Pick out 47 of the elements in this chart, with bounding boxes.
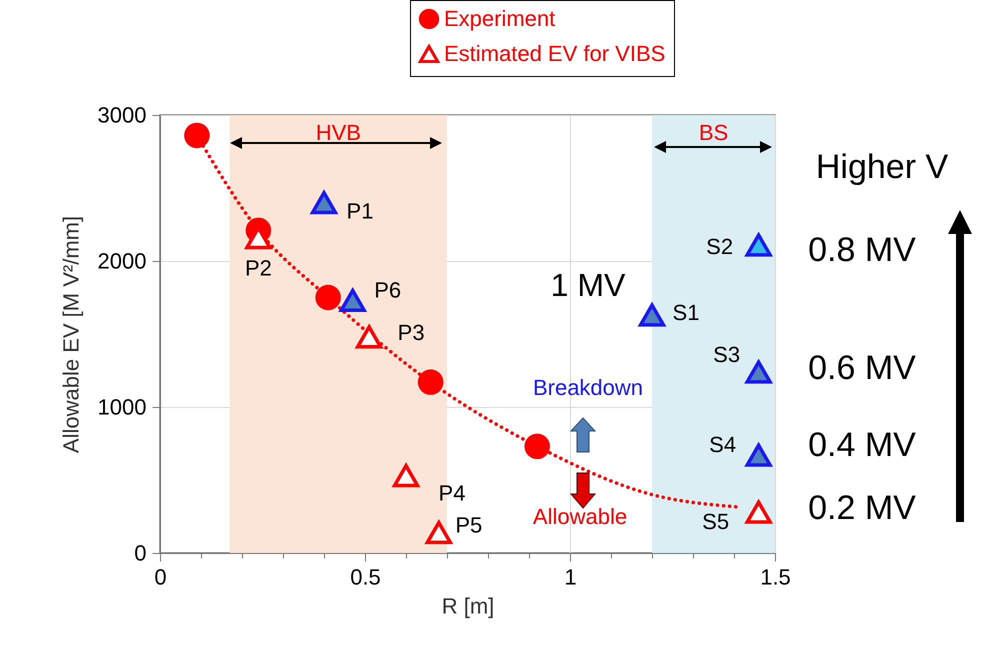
annotation: S5 xyxy=(702,509,730,534)
x-tick-label: 0.5 xyxy=(350,564,381,590)
y-tick-label: 0 xyxy=(134,540,146,566)
point xyxy=(524,434,550,460)
annotation: P4 xyxy=(438,480,466,506)
point xyxy=(745,500,772,524)
text: 0.2 MV xyxy=(808,489,916,527)
text: Higher V xyxy=(816,148,948,186)
point xyxy=(340,288,366,312)
point xyxy=(745,444,772,467)
legend-label: Experiment xyxy=(444,6,556,31)
annotation: Allowable xyxy=(532,504,628,529)
annotation: 1 MV xyxy=(550,267,626,303)
annotation: S4 xyxy=(709,432,736,458)
y-tick-label: 2000 xyxy=(98,248,146,274)
text: 0.6 MV xyxy=(808,349,916,387)
annotation: P2 xyxy=(244,256,272,281)
text: 0.4 MV xyxy=(808,426,916,464)
point xyxy=(315,284,341,310)
annotation: Breakdown xyxy=(532,375,644,400)
point xyxy=(745,233,772,257)
point xyxy=(310,190,338,214)
annotation: S3 xyxy=(713,342,740,367)
text: 0.8 MV xyxy=(808,231,916,269)
point xyxy=(418,369,444,395)
annotation: P1 xyxy=(346,198,374,224)
annotation: S1 xyxy=(672,300,700,326)
band-label: HVB xyxy=(316,120,361,145)
x-tick-label: 1 xyxy=(564,564,577,590)
x-tick-label: 0 xyxy=(154,564,167,590)
annotation: P3 xyxy=(398,320,425,345)
point xyxy=(184,122,210,148)
y-axis-title: Allowable EV [M V²/mm] xyxy=(58,216,84,454)
point xyxy=(745,360,772,384)
x-tick-label: 1.5 xyxy=(760,564,791,590)
y-tick-label: 3000 xyxy=(98,102,146,128)
point xyxy=(392,464,420,488)
y-tick-label: 1000 xyxy=(98,394,146,420)
x-axis-title: R [m] xyxy=(442,594,494,618)
legend-label: Estimated EV for VIBS xyxy=(444,41,666,66)
annotation: S2 xyxy=(706,234,734,259)
point xyxy=(426,520,452,544)
point xyxy=(356,325,382,349)
annotation: P5 xyxy=(455,512,482,538)
annotation: P6 xyxy=(374,277,402,302)
point xyxy=(638,303,666,327)
band-label: BS xyxy=(698,120,728,145)
